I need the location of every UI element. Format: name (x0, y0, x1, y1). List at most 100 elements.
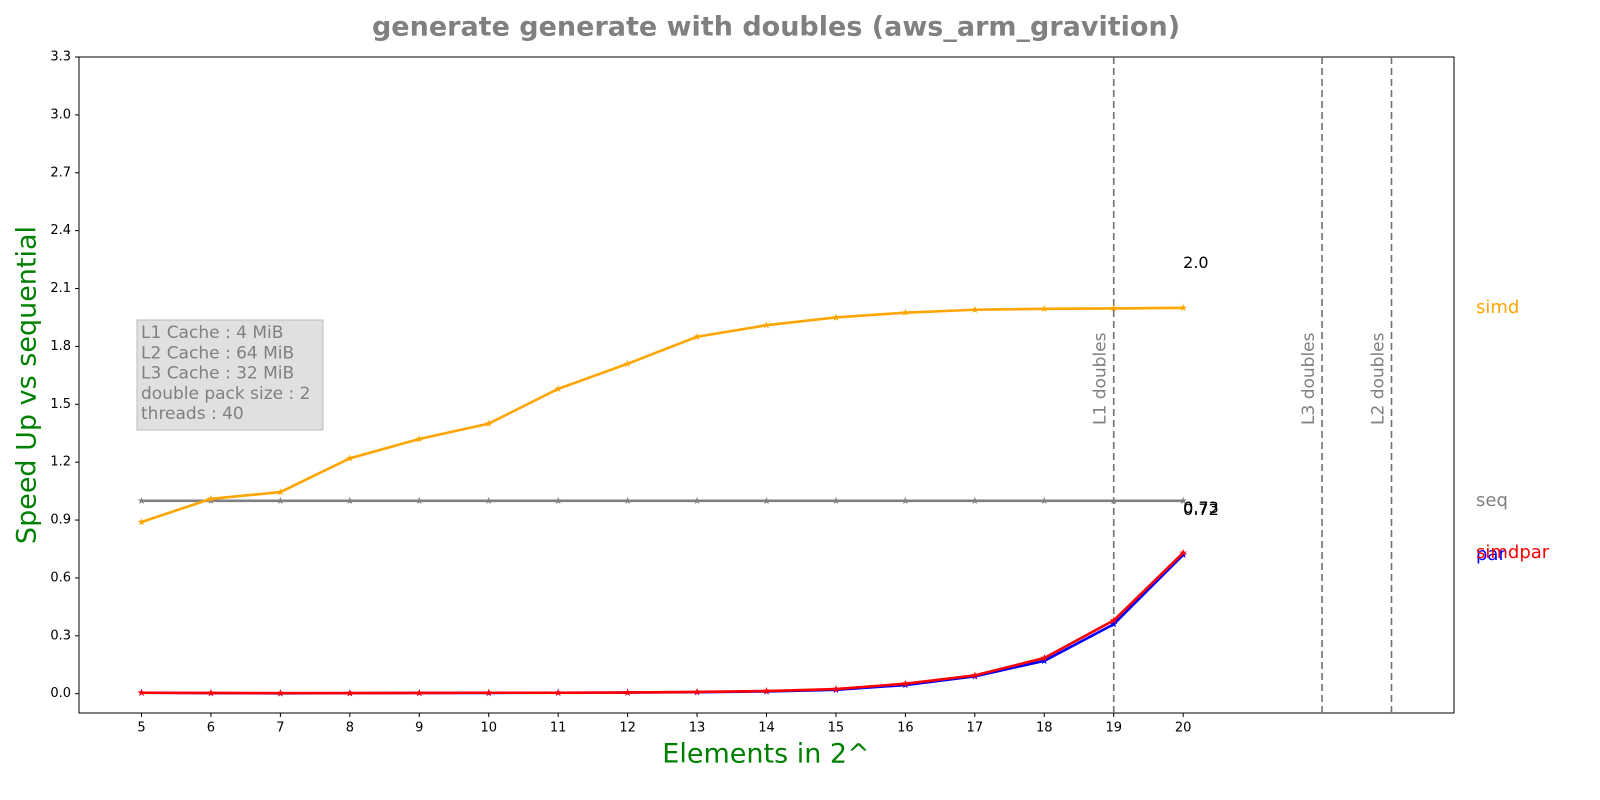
x-tick-label: 18 (1036, 721, 1053, 736)
cache-line-label: L2 doubles (1369, 332, 1389, 425)
x-tick-label: 15 (828, 721, 845, 736)
info-text: L3 Cache : 32 MiB (141, 364, 294, 384)
x-tick-label: 11 (550, 721, 567, 736)
marker (901, 496, 910, 504)
x-axis-label: Elements in 2^ (662, 739, 869, 770)
marker (1040, 654, 1049, 662)
y-tick-label: 2.4 (50, 223, 71, 238)
x-tick-label: 13 (689, 721, 706, 736)
y-tick-label: 0.9 (50, 513, 71, 528)
info-text: threads : 40 (141, 404, 244, 424)
x-tick-label: 19 (1105, 721, 1122, 736)
marker (346, 689, 354, 697)
info-box (136, 319, 324, 431)
marker (415, 435, 424, 443)
marker (762, 321, 771, 329)
info-text: double pack size : 2 (141, 384, 310, 404)
marker (832, 685, 840, 693)
marker (971, 305, 979, 313)
x-tick-label: 5 (137, 721, 145, 736)
marker (1109, 304, 1118, 312)
marker (484, 496, 493, 504)
marker (693, 332, 701, 340)
y-tick-label: 0.3 (50, 628, 71, 643)
marker (346, 454, 354, 462)
x-tick-label: 8 (346, 721, 354, 736)
marker (762, 687, 771, 695)
marker (484, 419, 493, 427)
cache-line-label: L1 doubles (1091, 332, 1111, 425)
legend-label: seq (1476, 490, 1508, 511)
marker (484, 688, 493, 696)
series-line (141, 306, 1184, 524)
x-tick-label: 10 (480, 721, 497, 736)
y-tick-label: 1.5 (50, 397, 71, 412)
value-label: 0.73 (1183, 498, 1219, 517)
marker (346, 496, 354, 504)
marker (137, 496, 146, 504)
x-tick-label: 12 (619, 721, 636, 736)
info-text: L1 Cache : 4 MiB (141, 323, 283, 343)
marker (276, 496, 285, 504)
y-tick-label: 2.7 (50, 165, 71, 180)
legend-label: simd (1476, 297, 1519, 318)
y-tick-label: 3.0 (50, 107, 71, 122)
marker (137, 688, 146, 696)
marker (623, 359, 632, 367)
marker (901, 679, 910, 687)
marker (1179, 303, 1187, 312)
marker (207, 494, 215, 503)
y-tick-label: 0.6 (50, 570, 71, 585)
marker (762, 496, 771, 504)
marker (276, 488, 285, 496)
cache-line-label: L3 doubles (1299, 332, 1319, 425)
marker (207, 688, 215, 697)
marker (1040, 656, 1049, 665)
marker (693, 688, 701, 696)
legend-label: par (1476, 544, 1506, 565)
marker (415, 688, 424, 697)
marker (1040, 496, 1049, 504)
y-tick-label: 3.3 (50, 50, 71, 65)
x-tick-label: 9 (415, 721, 423, 736)
x-tick-label: 14 (758, 721, 775, 736)
marker (554, 496, 562, 504)
x-tick-label: 20 (1175, 721, 1192, 736)
marker (832, 313, 840, 321)
marker (554, 688, 562, 696)
marker (971, 671, 979, 679)
marker (1040, 304, 1049, 312)
y-axis-label: Speed Up vs sequential (12, 226, 43, 544)
x-tick-label: 7 (276, 721, 284, 736)
marker (1109, 496, 1118, 504)
marker (415, 496, 424, 504)
x-tick-label: 16 (897, 721, 914, 736)
marker (276, 689, 285, 697)
marker (1109, 616, 1118, 624)
marker (554, 384, 562, 393)
marker (1179, 548, 1187, 557)
marker (971, 496, 979, 504)
marker (832, 496, 840, 504)
x-tick-label: 6 (207, 721, 215, 736)
marker (1109, 620, 1118, 628)
legend-label: simdpar (1476, 542, 1550, 563)
marker (1179, 496, 1187, 504)
y-tick-label: 0.0 (50, 686, 71, 701)
marker (623, 496, 632, 504)
marker (623, 688, 632, 696)
marker (693, 496, 701, 504)
series-line (141, 551, 1185, 695)
value-label: 2.0 (1183, 253, 1208, 272)
marker (901, 308, 910, 316)
y-tick-label: 2.1 (50, 281, 71, 296)
info-text: L2 Cache : 64 MiB (141, 343, 294, 363)
value-label: 0.72 (1183, 500, 1219, 519)
marker (137, 518, 146, 526)
y-tick-label: 1.2 (50, 455, 71, 470)
series-line (141, 553, 1185, 695)
y-tick-label: 1.8 (50, 339, 71, 354)
chart-title: generate generate with doubles (aws_arm_… (372, 12, 1180, 43)
x-tick-label: 17 (967, 721, 984, 736)
